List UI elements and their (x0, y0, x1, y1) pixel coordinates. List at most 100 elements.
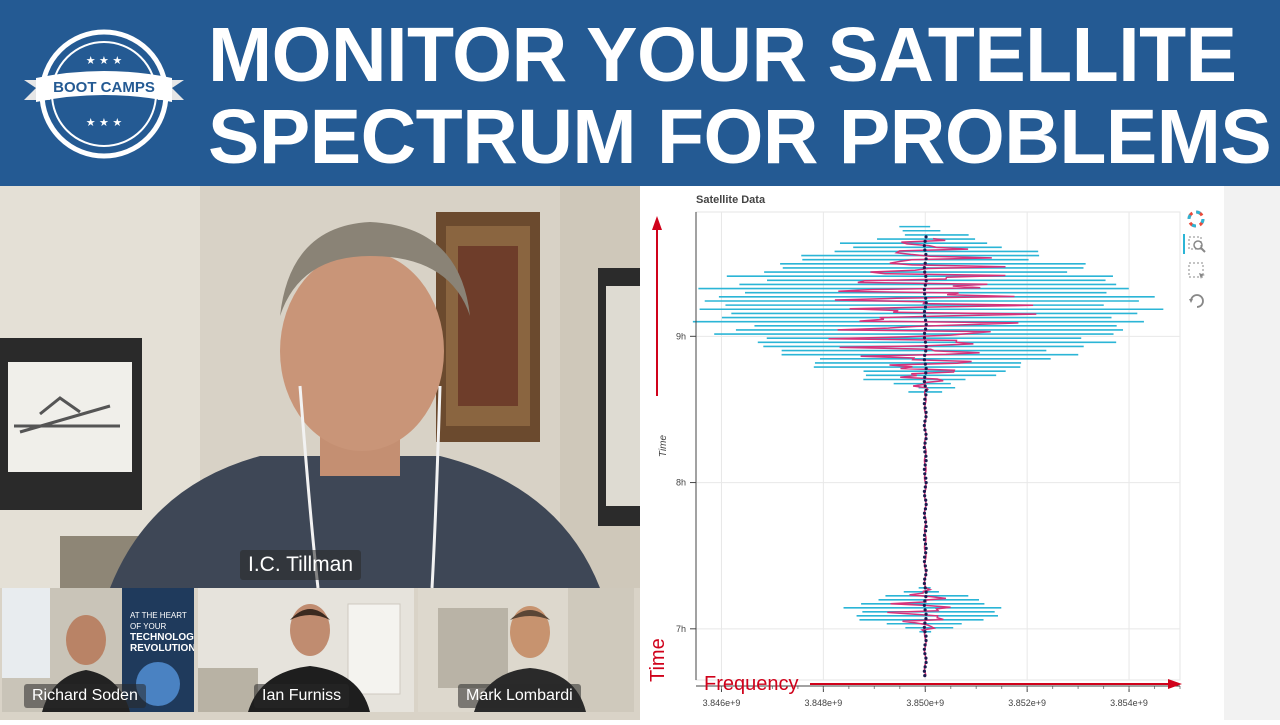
x-tick-label: 3.854e+9 (1110, 698, 1148, 708)
headline-line-2: SPECTRUM FOR PROBLEMS (208, 94, 1272, 180)
center-marker (922, 265, 926, 270)
center-marker (924, 393, 928, 397)
header-banner: BOOT CAMPS ★ ★ ★ ★ ★ ★ MONITOR YOUR SATE… (0, 0, 1280, 186)
center-marker (923, 270, 927, 274)
center-marker (924, 454, 928, 458)
box-select-icon[interactable] (1188, 262, 1206, 280)
center-marker (923, 318, 928, 322)
center-marker (924, 524, 928, 529)
frequency-annotation: Frequency (704, 673, 799, 695)
center-marker (922, 647, 926, 651)
center-marker (923, 674, 927, 678)
center-marker (924, 616, 928, 621)
center-marker (924, 573, 928, 577)
center-marker (922, 287, 927, 292)
center-marker (924, 476, 928, 480)
boot-camps-logo: BOOT CAMPS ★ ★ ★ ★ ★ ★ (24, 29, 184, 159)
center-marker (922, 336, 927, 340)
center-marker (924, 301, 928, 305)
participant-tile-3[interactable]: Mark Lombardi (418, 588, 634, 712)
y-tick-label: 9h (676, 331, 686, 341)
center-marker (922, 244, 926, 248)
center-marker (922, 533, 927, 537)
center-marker (922, 314, 927, 318)
center-marker (924, 437, 928, 441)
center-marker (922, 603, 926, 608)
center-marker (924, 498, 928, 502)
center-marker (923, 555, 927, 559)
time-arrow-head (652, 216, 662, 230)
center-marker (923, 652, 927, 656)
center-marker (924, 323, 928, 327)
center-marker (923, 494, 927, 498)
center-marker (922, 625, 926, 629)
y-tick-label: 8h (676, 478, 686, 488)
participant-tile-2[interactable]: Ian Furniss (198, 588, 414, 712)
participant-tile-1[interactable]: AT THE HEART OF YOUR TECHNOLOGY REVOLUTI… (2, 588, 194, 712)
center-marker (923, 248, 927, 252)
center-marker (924, 638, 928, 643)
center-marker (923, 529, 928, 533)
headline-line-1: MONITOR YOUR SATELLITE (208, 12, 1237, 98)
center-marker (924, 371, 928, 375)
bokeh-logo-icon[interactable] (1187, 210, 1205, 228)
center-marker (924, 459, 928, 463)
x-tick-label: 3.848e+9 (804, 698, 842, 708)
center-marker (924, 568, 928, 572)
main-speaker-name: I.C. Tillman (240, 550, 362, 580)
video-call-panel: I.C. Tillman AT THE HEART OF YOUR TECHNO… (0, 186, 640, 720)
satellite-spectrum-chart[interactable]: 3.846e+9 3.848e+9 3.850e+9 3.852e+9 3.854e+9… (640, 186, 1224, 720)
center-marker (923, 283, 927, 287)
center-marker (923, 428, 927, 432)
center-marker (924, 502, 928, 507)
svg-text:★ ★ ★: ★ ★ ★ (86, 54, 123, 67)
center-marker (922, 331, 927, 335)
center-marker (924, 656, 928, 660)
chart-panel: Satellite Data 3.846e+9 3.848e+9 3.850e+9 3… (640, 186, 1224, 720)
center-marker (923, 577, 927, 581)
center-marker (923, 292, 927, 296)
center-marker (923, 599, 927, 603)
box-zoom-icon[interactable] (1188, 236, 1206, 254)
center-marker (923, 485, 927, 489)
center-marker (923, 406, 927, 410)
center-marker (923, 608, 927, 612)
time-annotation: Time (647, 638, 669, 682)
reset-icon[interactable] (1188, 292, 1206, 310)
plot-area (695, 211, 1181, 681)
svg-text:★ ★ ★: ★ ★ ★ (86, 116, 123, 129)
center-marker (923, 586, 927, 590)
center-marker (924, 480, 928, 485)
center-marker (923, 327, 928, 331)
center-marker (923, 542, 928, 546)
center-marker (922, 401, 926, 406)
center-marker (924, 612, 928, 616)
chart-grid (695, 211, 1181, 681)
center-marker (922, 559, 927, 564)
center-marker (922, 445, 926, 450)
center-marker (923, 261, 927, 265)
center-marker (924, 590, 928, 594)
center-marker (923, 305, 928, 309)
center-marker (923, 384, 927, 388)
y-axis-label: Time (658, 434, 669, 457)
center-marker (923, 463, 927, 467)
y-tick-label: 7h (676, 624, 686, 634)
center-marker (923, 520, 928, 524)
center-marker (922, 489, 927, 493)
active-tool-indicator (1183, 234, 1185, 254)
center-marker (924, 344, 928, 349)
center-marker (922, 669, 926, 673)
center-marker (924, 252, 928, 257)
center-marker (923, 630, 927, 634)
center-marker (922, 538, 927, 542)
center-marker (922, 423, 926, 428)
chart-axes: 3.846e+9 3.848e+9 3.850e+9 3.852e+9 3.854e+9… (676, 212, 1181, 708)
page-title: MONITOR YOUR SATELLITE SPECTRUM FOR PROB… (208, 12, 1272, 180)
x-tick-label: 3.846e+9 (703, 698, 741, 708)
center-marker (923, 353, 927, 357)
center-marker (924, 551, 928, 555)
center-marker (922, 516, 927, 520)
chart-data-layer (692, 225, 1164, 678)
center-marker (923, 450, 927, 454)
